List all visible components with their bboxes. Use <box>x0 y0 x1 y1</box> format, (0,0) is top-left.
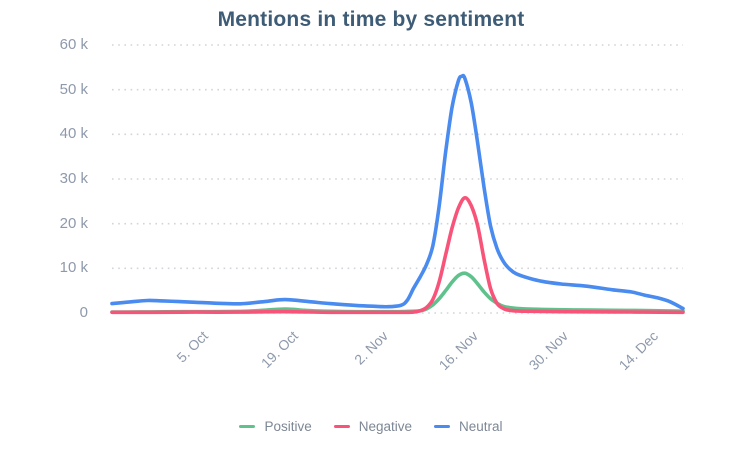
legend-label-negative: Negative <box>358 419 413 434</box>
neutral-series-swatch <box>434 425 451 428</box>
legend-label-positive: Positive <box>264 419 312 434</box>
chart-legend: Positive Negative Neutral <box>0 419 742 434</box>
legend-item-neutral[interactable]: Neutral <box>434 419 503 434</box>
negative-series-swatch <box>333 425 350 428</box>
series-line-negative <box>110 196 685 315</box>
legend-item-negative[interactable]: Negative <box>333 419 413 434</box>
positive-series-swatch <box>239 425 256 428</box>
legend-label-neutral: Neutral <box>459 419 503 434</box>
legend-item-positive[interactable]: Positive <box>239 419 312 434</box>
series-line-neutral <box>110 73 685 311</box>
series-line-positive <box>110 271 685 314</box>
chart-title: Mentions in time by sentiment <box>217 8 525 31</box>
